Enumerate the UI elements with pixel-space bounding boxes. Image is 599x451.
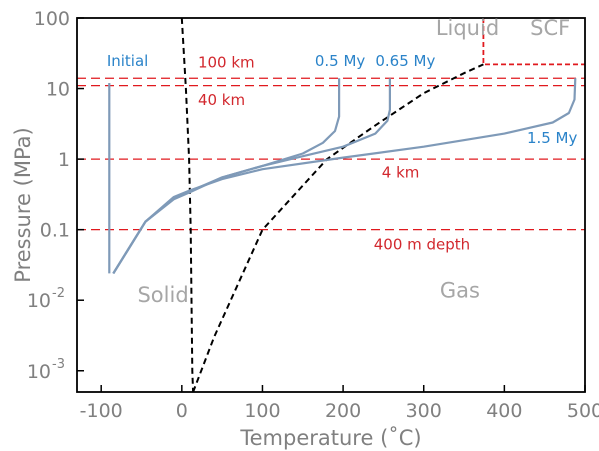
- y-tick-label: 10: [27, 290, 51, 312]
- x-tick-label: 100: [244, 400, 280, 422]
- region-label: SCF: [530, 16, 570, 40]
- x-tick-label: 500: [567, 400, 599, 422]
- region-label: Gas: [440, 278, 480, 302]
- series-line: [112, 78, 577, 274]
- depth-label: 40 km: [198, 91, 245, 109]
- phase-boundary-solid-liquid: [180, 18, 195, 392]
- x-axis-title: Temperature (˚C): [239, 426, 421, 450]
- y-tick-label: 10: [46, 79, 70, 101]
- x-tick-label: 400: [486, 400, 522, 422]
- series-label: 0.65 My: [375, 52, 435, 70]
- region-label: Solid: [137, 283, 188, 307]
- depth-label: 4 km: [382, 163, 420, 181]
- y-tick-exponent: -3: [52, 357, 65, 372]
- x-tick-label: -100: [80, 400, 123, 422]
- y-tick-exponent: -2: [52, 286, 65, 301]
- y-tick-label: 10: [27, 361, 51, 383]
- series-label: 0.5 My: [315, 52, 366, 70]
- y-tick-label: 100: [34, 8, 70, 30]
- depth-label: 400 m depth: [374, 236, 470, 254]
- y-tick-label: 0.1: [40, 220, 70, 242]
- series-label: 1.5 My: [527, 129, 578, 147]
- series-line: [112, 78, 391, 274]
- depth-label: 100 km: [198, 53, 255, 71]
- x-tick-label: 0: [176, 400, 188, 422]
- series-label: Initial: [107, 52, 149, 70]
- plot-frame: [76, 17, 586, 393]
- y-tick-label: 1: [58, 149, 70, 171]
- x-tick-label: 200: [325, 400, 361, 422]
- y-axis-title: Pressure (MPa): [11, 127, 35, 282]
- region-label: Liquid: [436, 16, 499, 40]
- x-tick-label: 300: [406, 400, 442, 422]
- critical-point-boundary: [482, 18, 585, 66]
